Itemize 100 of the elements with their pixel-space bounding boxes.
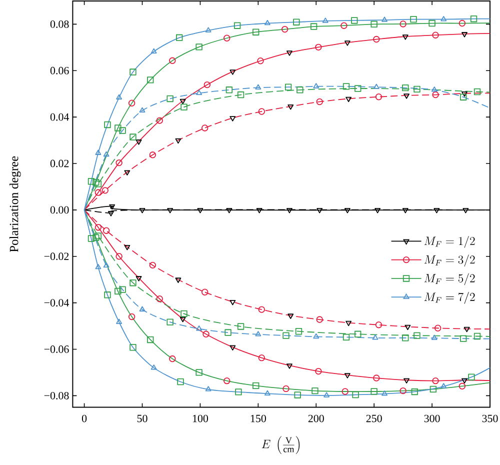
point <box>180 316 186 322</box>
point <box>128 100 136 106</box>
x-tick-label: 50 <box>137 414 148 422</box>
point <box>197 208 204 214</box>
point <box>102 187 109 194</box>
point <box>175 138 182 144</box>
x-tick-label: 350 <box>482 414 498 422</box>
point <box>150 48 157 54</box>
point <box>373 84 380 90</box>
point <box>175 278 182 283</box>
point <box>202 124 208 132</box>
point <box>431 86 438 92</box>
point <box>432 91 439 98</box>
point <box>400 387 406 394</box>
x-tick-label: 150 <box>250 414 266 422</box>
point <box>124 244 130 250</box>
point <box>281 26 288 33</box>
point <box>434 324 442 332</box>
point <box>375 322 382 328</box>
x-axis-title: $E\;\left(\frac{\mathrm{V}}{\mathrm{cm}}\right)$ <box>262 436 300 454</box>
point <box>196 325 202 331</box>
point <box>196 90 202 96</box>
point <box>136 140 142 145</box>
y-tick-label: 0.02 <box>50 160 69 168</box>
point <box>313 333 320 339</box>
point <box>382 16 388 22</box>
point <box>139 107 146 112</box>
point <box>464 326 470 332</box>
point <box>462 378 468 384</box>
point <box>375 94 382 100</box>
point <box>286 364 292 369</box>
point <box>116 253 122 260</box>
point <box>230 70 236 75</box>
point <box>226 208 232 214</box>
point <box>109 204 116 210</box>
point <box>402 34 408 40</box>
point <box>258 306 265 313</box>
point <box>382 390 388 396</box>
point <box>102 227 110 234</box>
point <box>169 57 176 64</box>
point <box>224 34 230 42</box>
y-tick-label: 0.06 <box>50 66 69 74</box>
point <box>322 18 328 23</box>
point <box>116 94 122 100</box>
point <box>288 104 294 110</box>
point <box>230 116 236 122</box>
point <box>432 377 439 384</box>
point <box>103 262 110 268</box>
point <box>346 96 352 102</box>
x-tick-label: 200 <box>308 414 324 422</box>
point <box>150 364 157 370</box>
point <box>462 208 469 214</box>
point <box>94 189 102 196</box>
point <box>258 354 265 362</box>
point <box>404 324 411 330</box>
point <box>149 262 156 269</box>
point <box>255 84 262 90</box>
point <box>400 20 406 28</box>
point <box>324 392 330 398</box>
point <box>434 208 440 214</box>
point <box>374 208 381 214</box>
point <box>402 208 408 214</box>
point <box>286 208 292 214</box>
y-tick-label: −0.06 <box>44 346 69 353</box>
point <box>404 94 410 99</box>
point <box>124 170 130 176</box>
point <box>258 108 265 115</box>
point <box>156 117 163 124</box>
x-tick-label: 250 <box>366 414 382 422</box>
legend-label: $M_F = 5/2$ <box>424 273 475 286</box>
point <box>169 355 176 362</box>
point <box>94 224 102 231</box>
point <box>316 316 323 323</box>
point <box>116 159 122 166</box>
point <box>282 385 290 392</box>
point <box>372 334 378 340</box>
point <box>139 306 146 312</box>
legend-label: $M_F = 7/2$ <box>424 292 475 304</box>
point <box>95 264 102 270</box>
y-tick-label: −0.02 <box>44 252 69 260</box>
point <box>344 208 350 214</box>
point <box>288 314 294 319</box>
point <box>440 16 447 22</box>
point <box>340 22 348 29</box>
point <box>316 98 323 106</box>
y-tick-label: −0.04 <box>44 299 70 307</box>
point <box>344 40 350 46</box>
point <box>316 208 323 214</box>
point <box>167 208 174 214</box>
point <box>264 20 270 26</box>
point <box>315 44 322 51</box>
point <box>344 373 350 378</box>
point <box>458 20 466 27</box>
point <box>149 152 156 158</box>
legend-label: $M_F = 3/2$ <box>424 254 475 267</box>
legend-label: $M_F = 1/2$ <box>424 236 475 248</box>
point <box>128 313 136 320</box>
y-tick-label: 0.00 <box>50 206 69 214</box>
point <box>346 320 352 326</box>
point <box>230 300 236 306</box>
